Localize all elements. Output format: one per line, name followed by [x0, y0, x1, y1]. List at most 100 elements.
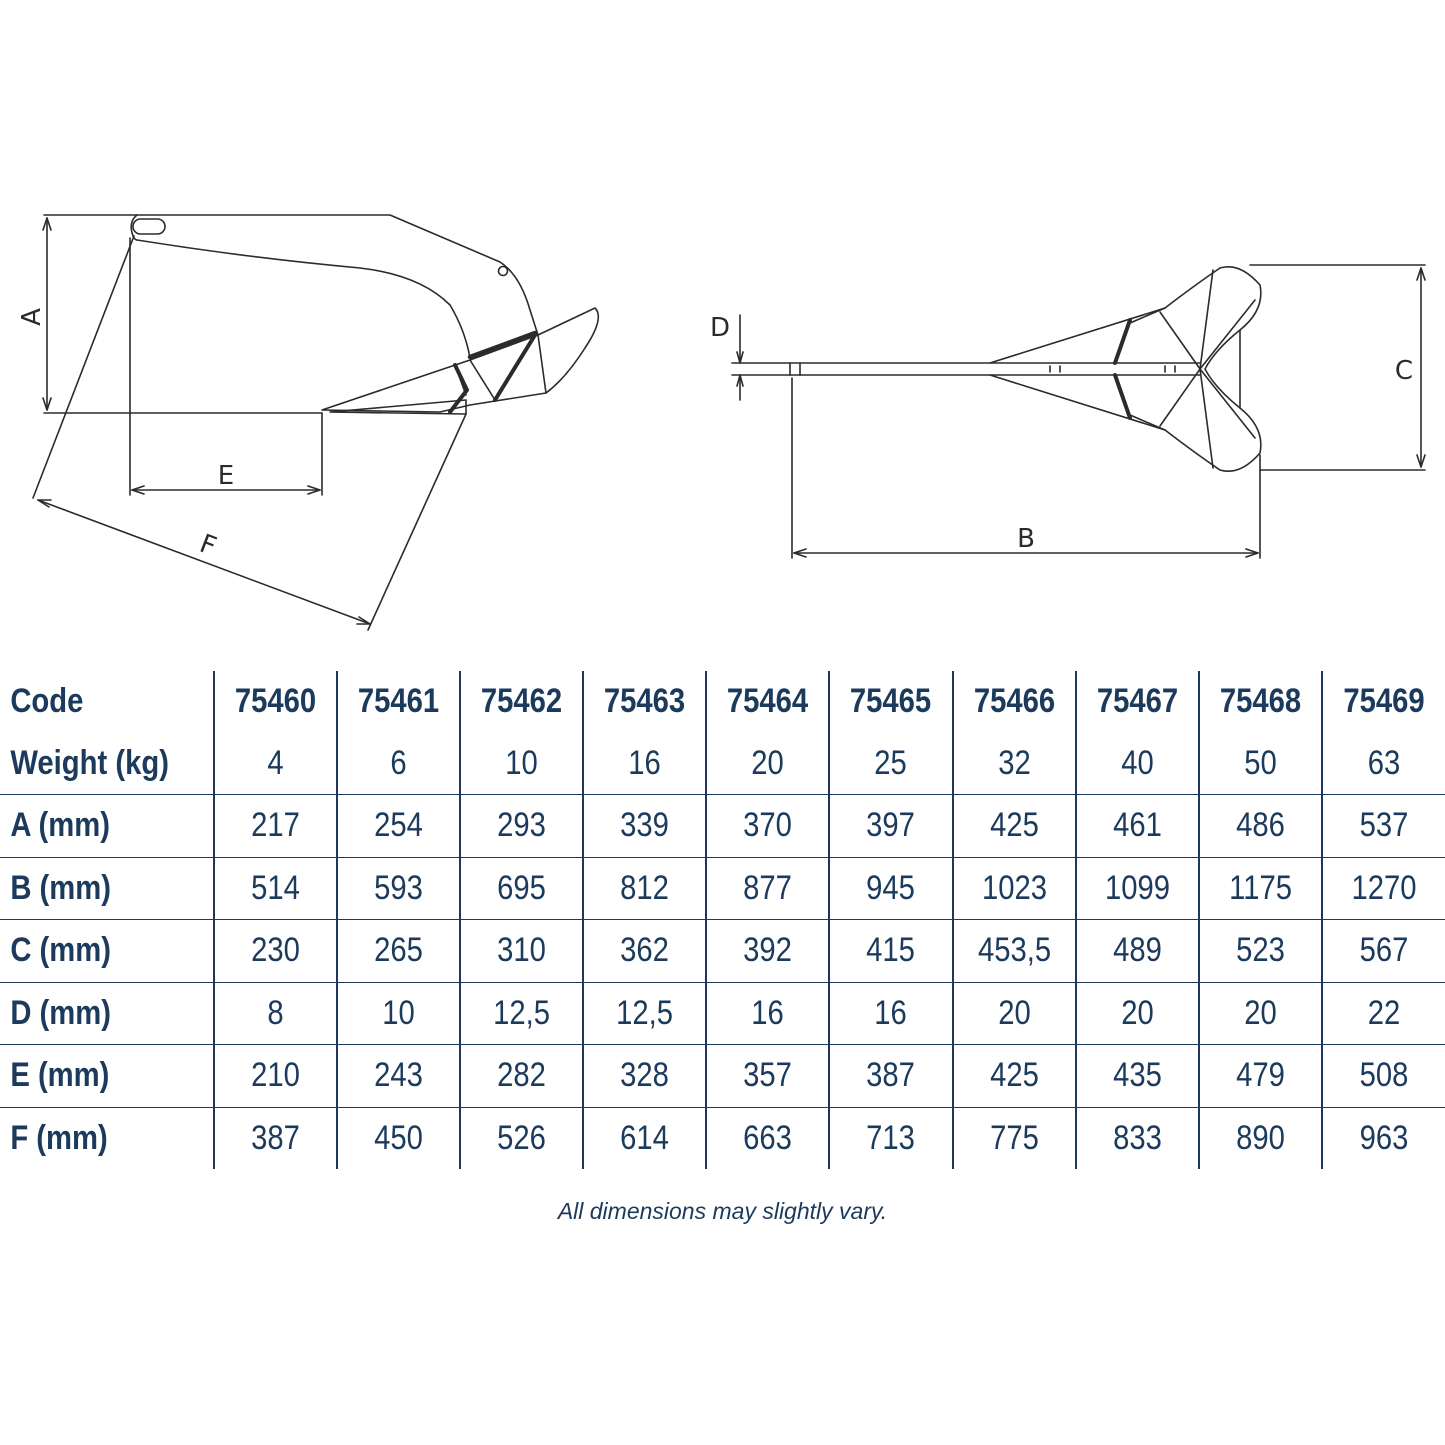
- anchor-technical-drawing: A E F D C B: [17, 214, 1426, 631]
- dimension-label-b: B: [1017, 524, 1035, 554]
- table-cell: 370: [714, 794, 821, 857]
- table-cell: 22: [1329, 981, 1437, 1045]
- table-cell: 16: [837, 981, 944, 1045]
- table-cell: 20: [1083, 981, 1191, 1045]
- row-label: E (mm): [0, 1044, 185, 1107]
- table-cell: 16: [591, 732, 698, 795]
- table-cell: 63: [1329, 732, 1437, 795]
- table-row: F (mm) 387 450 526 614 663 713 775 833 890 963: [0, 1106, 1445, 1169]
- code-header: 75466: [960, 671, 1068, 733]
- table-cell: 357: [714, 1044, 821, 1107]
- table-cell: 12,5: [467, 981, 575, 1045]
- header-label: Code: [10, 682, 84, 721]
- table-cell: 339: [591, 794, 698, 857]
- table-cell: 486: [1206, 794, 1314, 857]
- table-cell: 963: [1329, 1106, 1437, 1169]
- row-label: D (mm): [0, 981, 185, 1045]
- row-label: B (mm): [0, 856, 185, 920]
- table-cell: 265: [344, 919, 452, 982]
- code-header: 75468: [1206, 671, 1314, 733]
- dimension-label-f: F: [196, 529, 221, 562]
- table-cell: 1270: [1329, 856, 1437, 920]
- table-cell: 1023: [960, 856, 1068, 920]
- table-cell: 6: [344, 732, 452, 795]
- row-label: C (mm): [0, 919, 185, 982]
- table-cell: 243: [344, 1044, 452, 1107]
- table-cell: 812: [591, 856, 698, 920]
- code-header: 75461: [344, 671, 452, 733]
- table-cell: 713: [837, 1106, 944, 1169]
- table-cell: 387: [837, 1044, 944, 1107]
- table-cell: 16: [714, 981, 821, 1045]
- table-cell: 461: [1083, 794, 1191, 857]
- table-cell: 310: [467, 919, 575, 982]
- table-cell: 8: [221, 981, 329, 1045]
- table-cell: 20: [1206, 981, 1314, 1045]
- code-header: 75467: [1083, 671, 1191, 733]
- table-cell: 12,5: [591, 981, 698, 1045]
- table-cell: 945: [837, 856, 944, 920]
- table-cell: 663: [714, 1106, 821, 1169]
- table-cell: 328: [591, 1044, 698, 1107]
- table-row: A (mm) 217 254 293 339 370 397 425 461 486 537: [0, 794, 1445, 857]
- table-cell: 25: [837, 732, 944, 795]
- table-cell: 392: [714, 919, 821, 982]
- table-cell: 450: [344, 1106, 452, 1169]
- table-cell: 254: [344, 794, 452, 857]
- code-header: 75465: [837, 671, 944, 733]
- table-cell: 20: [960, 981, 1068, 1045]
- table-cell: 877: [714, 856, 821, 920]
- code-header: 75464: [714, 671, 821, 733]
- table-cell: 489: [1083, 919, 1191, 982]
- anchor-side-view: [32, 214, 600, 631]
- table-cell: 508: [1329, 1044, 1437, 1107]
- table-cell: 514: [221, 856, 329, 920]
- dimension-label-a: A: [17, 308, 47, 326]
- table-cell: 230: [221, 919, 329, 982]
- table-cell: 32: [960, 732, 1068, 795]
- table-cell: 425: [960, 1044, 1068, 1107]
- table-cell: 425: [960, 794, 1068, 857]
- table-cell: 833: [1083, 1106, 1191, 1169]
- dimensions-note: All dimensions may slightly vary.: [557, 1198, 888, 1224]
- table-cell: 293: [467, 794, 575, 857]
- table-cell: 614: [591, 1106, 698, 1169]
- table-row: E (mm) 210 243 282 328 357 387 425 435 479 508: [0, 1044, 1445, 1107]
- table-cell: 1175: [1206, 856, 1314, 920]
- code-header: 75460: [221, 671, 329, 733]
- code-header: 75469: [1329, 671, 1437, 733]
- table-cell: 523: [1206, 919, 1314, 982]
- table-cell: 210: [221, 1044, 329, 1107]
- table-cell: 50: [1206, 732, 1314, 795]
- table-cell: 890: [1206, 1106, 1314, 1169]
- row-label: F (mm): [0, 1106, 185, 1169]
- dimension-label-c: C: [1395, 356, 1413, 386]
- specification-table: Code 75460 75461 75462 75463 75464 75465 75466 7…: [0, 671, 1445, 1169]
- table-cell: 10: [344, 981, 452, 1045]
- table-cell: 537: [1329, 794, 1437, 857]
- table-cell: 435: [1083, 1044, 1191, 1107]
- table-cell: 40: [1083, 732, 1191, 795]
- table-cell: 1099: [1083, 856, 1191, 920]
- code-header: 75462: [467, 671, 575, 733]
- row-label: Weight (kg): [10, 743, 169, 782]
- table-cell: 526: [467, 1106, 575, 1169]
- table-cell: 397: [837, 794, 944, 857]
- table-cell: 453,5: [960, 919, 1068, 982]
- table-row: C (mm) 230 265 310 362 392 415 453,5 489 523 567: [0, 919, 1445, 982]
- table-cell: 479: [1206, 1044, 1314, 1107]
- table-cell: 695: [467, 856, 575, 920]
- table-row: D (mm) 8 10 12,5 12,5 16 16 20 20 20 22: [0, 981, 1445, 1045]
- table-cell: 387: [221, 1106, 329, 1169]
- dimension-label-d: D: [710, 313, 730, 343]
- table-header-row: Code 75460 75461 75462 75463 75464 75465 75466 7…: [0, 671, 1445, 733]
- table-cell: 4: [221, 732, 329, 795]
- code-header: 75463: [591, 671, 698, 733]
- table-cell: 593: [344, 856, 452, 920]
- table-cell: 362: [591, 919, 698, 982]
- table-cell: 217: [221, 794, 329, 857]
- row-label: A (mm): [0, 794, 185, 857]
- table-row: Weight (kg) 4 6 10 16 20 25 32 40 50 63: [0, 732, 1445, 795]
- table-cell: 10: [467, 732, 575, 795]
- table-cell: 567: [1329, 919, 1437, 982]
